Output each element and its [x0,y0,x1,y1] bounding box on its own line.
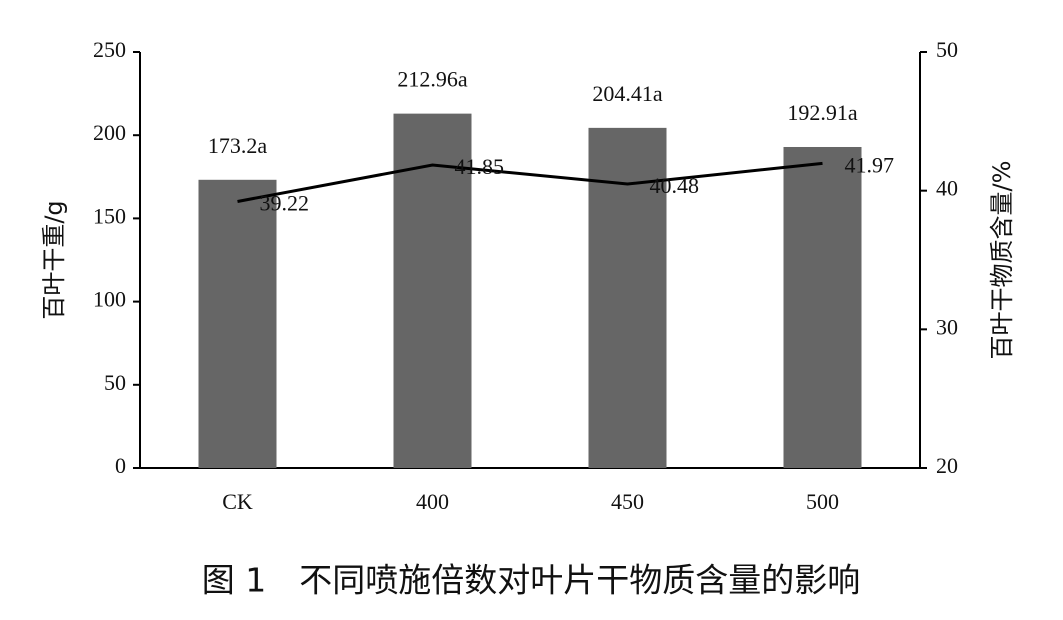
y-tick-label: 50 [104,370,126,395]
x-tick-label: 400 [416,489,449,514]
bar-value-label: 192.91a [787,100,858,125]
y-axis-title: 百叶干重/g [40,200,68,319]
x-tick-label: 500 [806,489,839,514]
bar [198,179,277,468]
line-value-label: 39.22 [260,191,310,216]
line-value-label: 40.48 [650,173,700,198]
y-tick-label: 100 [93,287,126,312]
bar-value-label: 173.2a [208,133,268,158]
line-value-label: 41.85 [455,154,505,179]
y2-axis-title: 百叶干物质含量/% [988,161,1016,360]
y2-tick-label: 20 [936,453,958,478]
caption: 图 1 不同喷施倍数对叶片干物质含量的影响 [202,561,861,600]
y-tick-label: 200 [93,120,126,145]
y2-tick-label: 50 [936,37,958,62]
line [237,161,823,203]
bar [393,113,472,469]
y2-tick-label: 30 [936,314,958,339]
bar [783,146,862,469]
line-value-label: 41.97 [845,152,895,177]
y-tick-label: 250 [93,37,126,62]
bar-value-label: 212.96a [397,67,468,92]
y2-tick-label: 40 [936,176,958,201]
y-tick-label: 0 [115,453,126,478]
bar-value-label: 204.41a [592,81,663,106]
x-tick-label: CK [222,489,253,514]
x-tick-label: 450 [611,489,644,514]
y-tick-label: 150 [93,203,126,228]
